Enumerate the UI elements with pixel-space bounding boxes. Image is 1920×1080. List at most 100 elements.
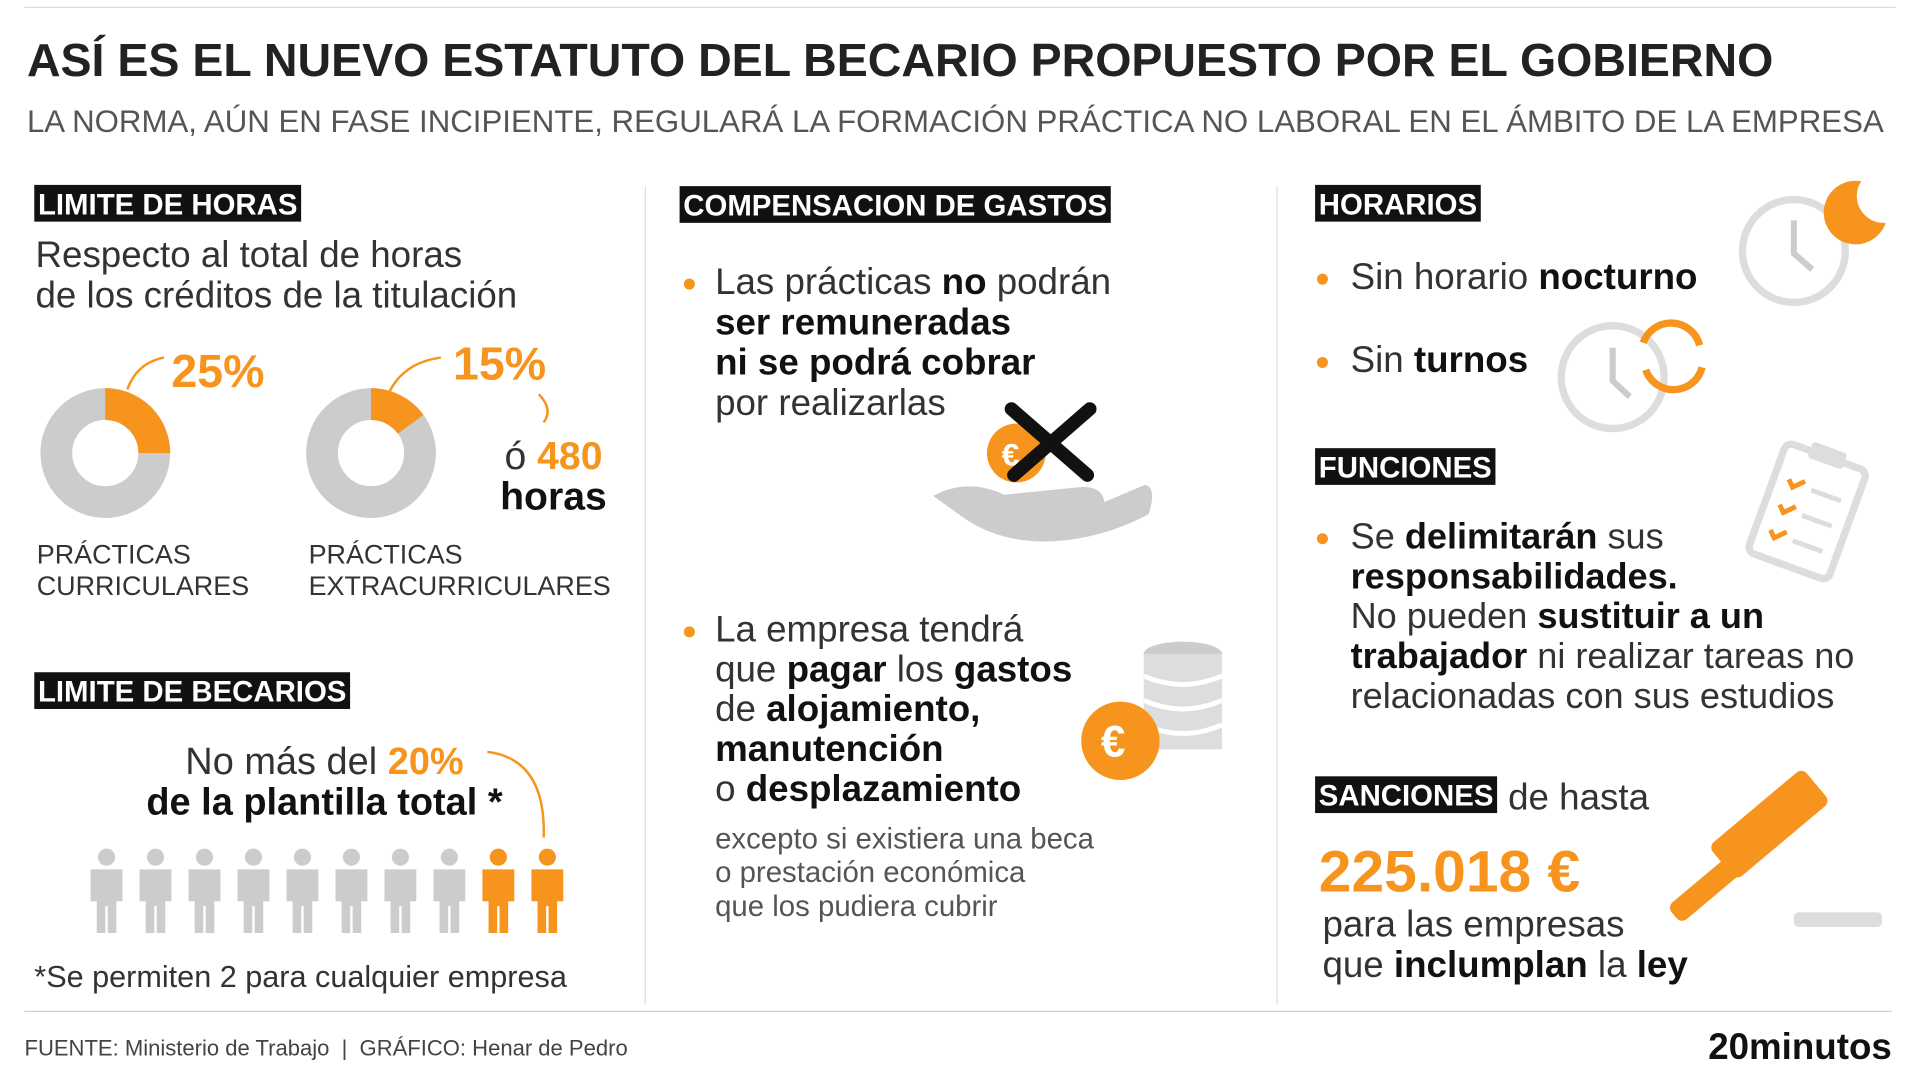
- section-heading: FUNCIONES: [1319, 452, 1492, 485]
- text-line: CURRICULARES: [37, 571, 249, 601]
- text-line: La empresa tendrá: [715, 609, 1024, 650]
- text-line: trabajador ni realizar tareas no: [1351, 635, 1855, 676]
- person-head: [342, 848, 360, 866]
- person-icon: [335, 848, 368, 934]
- text-segment: responsabilidades.: [1351, 555, 1678, 596]
- person-icon: [433, 848, 466, 934]
- person-body: [188, 869, 221, 934]
- text-segment: gastos: [954, 648, 1072, 689]
- text-line: ser remuneradas: [715, 301, 1011, 342]
- person-head: [195, 848, 214, 866]
- text-segment: turnos: [1414, 339, 1528, 380]
- coins-icon: €: [1081, 641, 1224, 780]
- person-icon: [139, 848, 172, 934]
- text-segment: delimitarán: [1405, 516, 1598, 557]
- section-heading: SANCIONES: [1319, 780, 1494, 813]
- text-segment: ser remuneradas: [715, 301, 1011, 342]
- heading-box: [1315, 448, 1496, 485]
- text-segment: inclumplan: [1394, 944, 1588, 985]
- heading-box: [679, 186, 1111, 223]
- text-line: relacionadas con sus estudios: [1351, 675, 1835, 716]
- person-head: [440, 848, 458, 866]
- person-icon: [90, 848, 123, 934]
- text-line: que inclumplan la ley: [1322, 944, 1688, 985]
- text-segment: No más del: [185, 741, 387, 783]
- section-heading: LIMITE DE HORAS: [38, 188, 297, 221]
- text-line: No más del 20%: [185, 741, 463, 783]
- heading-box: [1315, 776, 1498, 814]
- text-line: que los pudiera cubrir: [715, 890, 998, 923]
- text-segment: No pueden: [1351, 595, 1538, 636]
- heading-box: [34, 672, 351, 709]
- text-line: Se delimitarán sus: [1351, 516, 1664, 557]
- leader: [537, 393, 549, 424]
- svg-text:€: €: [1101, 718, 1126, 767]
- text-segment: sus: [1597, 516, 1663, 557]
- text-segment: podrán: [987, 261, 1112, 302]
- text-line: horas: [500, 475, 607, 518]
- subtitle: LA NORMA, AÚN EN FASE INCIPIENTE, REGULA…: [27, 104, 1884, 139]
- text-segment: ni realizar tareas no: [1527, 635, 1854, 676]
- brand: 20minutos: [1708, 1026, 1892, 1067]
- text-line: PRÁCTICAS: [37, 539, 191, 569]
- text-segment: relacionadas con sus estudios: [1351, 675, 1835, 716]
- bullet: [683, 626, 695, 638]
- text-line: Sin turnos: [1351, 339, 1529, 380]
- svg-text:€: €: [1002, 436, 1020, 472]
- text-segment: que: [715, 648, 786, 689]
- text-line: de la plantilla total *: [146, 781, 502, 823]
- text-segment: Sin horario: [1351, 256, 1539, 297]
- title: ASÍ ES EL NUEVO ESTATUTO DEL BECARIO PRO…: [27, 34, 1773, 86]
- text-segment: trabajador: [1351, 635, 1528, 676]
- person-head: [293, 848, 312, 866]
- text-segment: que: [1322, 944, 1393, 985]
- bullet: [1316, 356, 1328, 368]
- clock-shift-icon: [1557, 319, 1706, 433]
- text-line: ni se podrá cobrar: [715, 342, 1035, 383]
- sanciones-amount: 225.018 €: [1319, 839, 1580, 904]
- text-line: Las prácticas no podrán: [715, 261, 1111, 302]
- bullet: [1316, 273, 1328, 285]
- text-segment: La empresa tendrá: [715, 609, 1024, 650]
- text-line: o desplazamiento: [715, 768, 1021, 809]
- text-line: EXTRACURRICULARES: [309, 571, 611, 601]
- person-icon: [237, 848, 270, 934]
- text-segment: 20%: [388, 741, 464, 783]
- text-segment: Sin: [1351, 339, 1414, 380]
- text-segment: no: [942, 261, 987, 302]
- hand-icon: €: [933, 402, 1153, 542]
- person-body: [90, 869, 123, 934]
- section-heading: COMPENSACION DE GASTOS: [683, 190, 1107, 223]
- text-segment: o: [715, 768, 746, 809]
- bullet: [1316, 533, 1328, 545]
- text-segment: la: [1588, 944, 1637, 985]
- person-head: [538, 848, 556, 866]
- person-icon: [286, 848, 319, 934]
- person-head: [97, 848, 116, 866]
- text-segment: alojamiento,: [766, 688, 980, 729]
- person-body: [433, 869, 466, 934]
- text-segment: para las empresas: [1322, 904, 1624, 945]
- person-head: [244, 848, 263, 866]
- text-segment: de la plantilla total *: [146, 781, 502, 823]
- section-heading: LIMITE DE BECARIOS: [38, 676, 346, 709]
- person-body: [286, 869, 319, 934]
- person-icon: [531, 848, 564, 934]
- person-icon: [482, 848, 515, 934]
- text-segment: por realizarlas: [715, 382, 946, 423]
- text-segment: 480: [537, 435, 602, 478]
- text-line: Sin horario nocturno: [1351, 256, 1698, 297]
- bullet: [683, 278, 695, 290]
- text-line: para las empresas: [1322, 904, 1624, 945]
- text-segment: desplazamiento: [746, 768, 1021, 809]
- person-body: [531, 869, 564, 934]
- text-line: ó 480: [504, 435, 602, 478]
- text-segment: ni se podrá cobrar: [715, 342, 1035, 383]
- text-segment: Las prácticas: [715, 261, 942, 302]
- person-head: [489, 848, 507, 866]
- heading-box: [1315, 184, 1481, 222]
- person-icon: [384, 848, 417, 934]
- text-segment: de: [715, 688, 766, 729]
- person-head: [391, 848, 409, 866]
- text-line: de los créditos de la titulación: [36, 274, 518, 315]
